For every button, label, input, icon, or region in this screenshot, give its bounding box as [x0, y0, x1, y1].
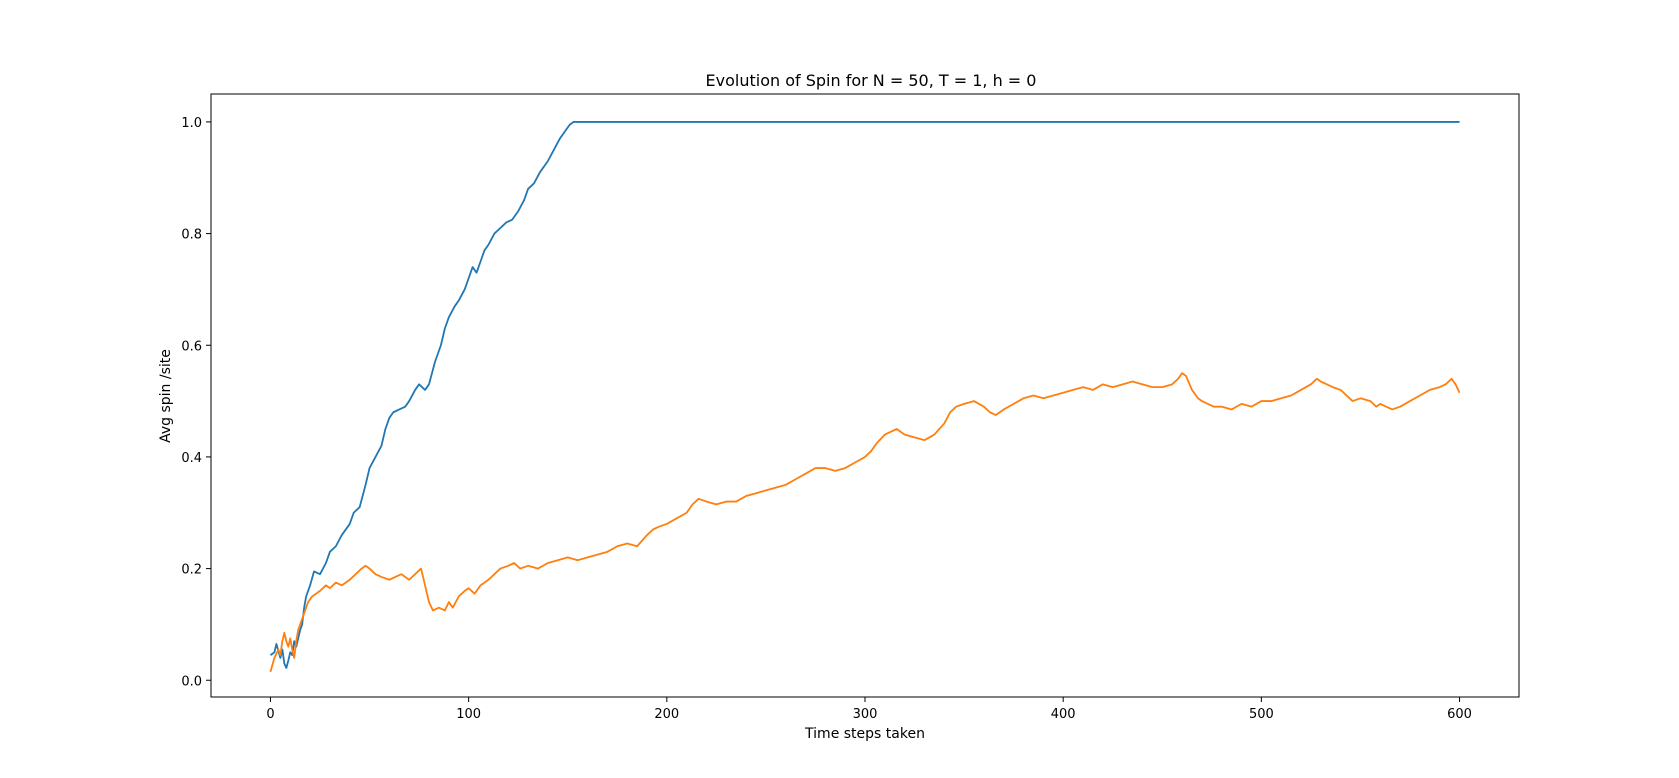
series-group	[269, 121, 1461, 673]
series-line-2	[269, 372, 1461, 673]
chart-title: Evolution of Spin for N = 50, T = 1, h =…	[706, 71, 1037, 90]
x-tick-label: 500	[1249, 707, 1274, 722]
y-tick-label: 1.0	[181, 116, 202, 131]
x-tick-label: 400	[1051, 707, 1076, 722]
series-line-1	[269, 121, 1460, 669]
y-axis: 0.0 0.2 0.4 0.6 0.8 1.0	[181, 116, 211, 689]
plot-area: 0 100 200 300 400 500 600 0.0 0.2 0.4 0.6 0.8 1.0	[181, 93, 1520, 722]
x-tick-label: 600	[1447, 707, 1472, 722]
x-tick-label: 300	[853, 707, 878, 722]
plot-frame	[210, 93, 1520, 698]
x-axis-label: Time steps taken	[804, 726, 925, 742]
x-axis: 0 100 200 300 400 500 600	[266, 697, 1472, 722]
y-tick-label: 0.6	[181, 339, 202, 354]
y-tick-label: 0.2	[181, 563, 202, 578]
y-tick-label: 0.8	[181, 228, 202, 243]
y-tick-label: 0.0	[181, 674, 202, 689]
y-axis-label: Avg spin /site	[158, 349, 174, 443]
x-tick-label: 200	[654, 707, 679, 722]
x-tick-label: 0	[266, 707, 274, 722]
x-tick-label: 100	[456, 707, 481, 722]
y-tick-label: 0.4	[181, 451, 202, 466]
